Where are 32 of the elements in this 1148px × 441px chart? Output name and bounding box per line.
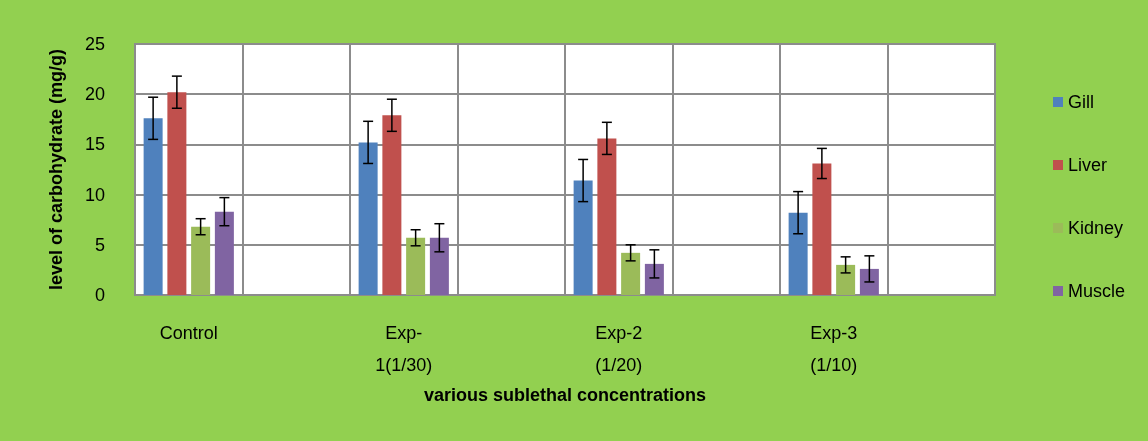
bar [812,163,832,295]
x-tick-label: Exp- 1(1/30) [375,323,433,375]
y-tick-label: 20 [84,84,105,105]
legend-label: Muscle [1067,281,1125,301]
bar [406,237,426,295]
bar [382,115,402,295]
bar [143,118,163,295]
bar [429,237,449,295]
y-tick-label: 25 [84,34,105,54]
bar [573,180,593,295]
bar [859,268,879,295]
x-tick-label: Exp-2 (1/20) [595,323,643,375]
y-tick-label: 0 [94,285,105,305]
x-tick-label: Exp-3 (1/10) [810,323,858,375]
legend-label: Gill [1067,92,1094,112]
y-axis-title: level of carbohydrate (mg/g) [46,48,66,291]
x-tick-label: Control [159,323,218,343]
legend-label: Liver [1067,155,1108,175]
bar [644,263,664,295]
y-tick-label: 10 [84,184,105,205]
bar [621,252,641,295]
bar [167,92,187,295]
legend-label: Kidney [1067,218,1124,238]
bar [214,211,234,295]
bar [597,138,617,295]
bar [836,264,856,295]
bar [788,212,808,295]
bar [191,226,211,295]
bar [358,142,378,295]
x-axis-title: various sublethal concentrations [423,384,707,405]
y-tick-label: 5 [94,234,105,255]
y-tick-label: 15 [84,134,105,155]
